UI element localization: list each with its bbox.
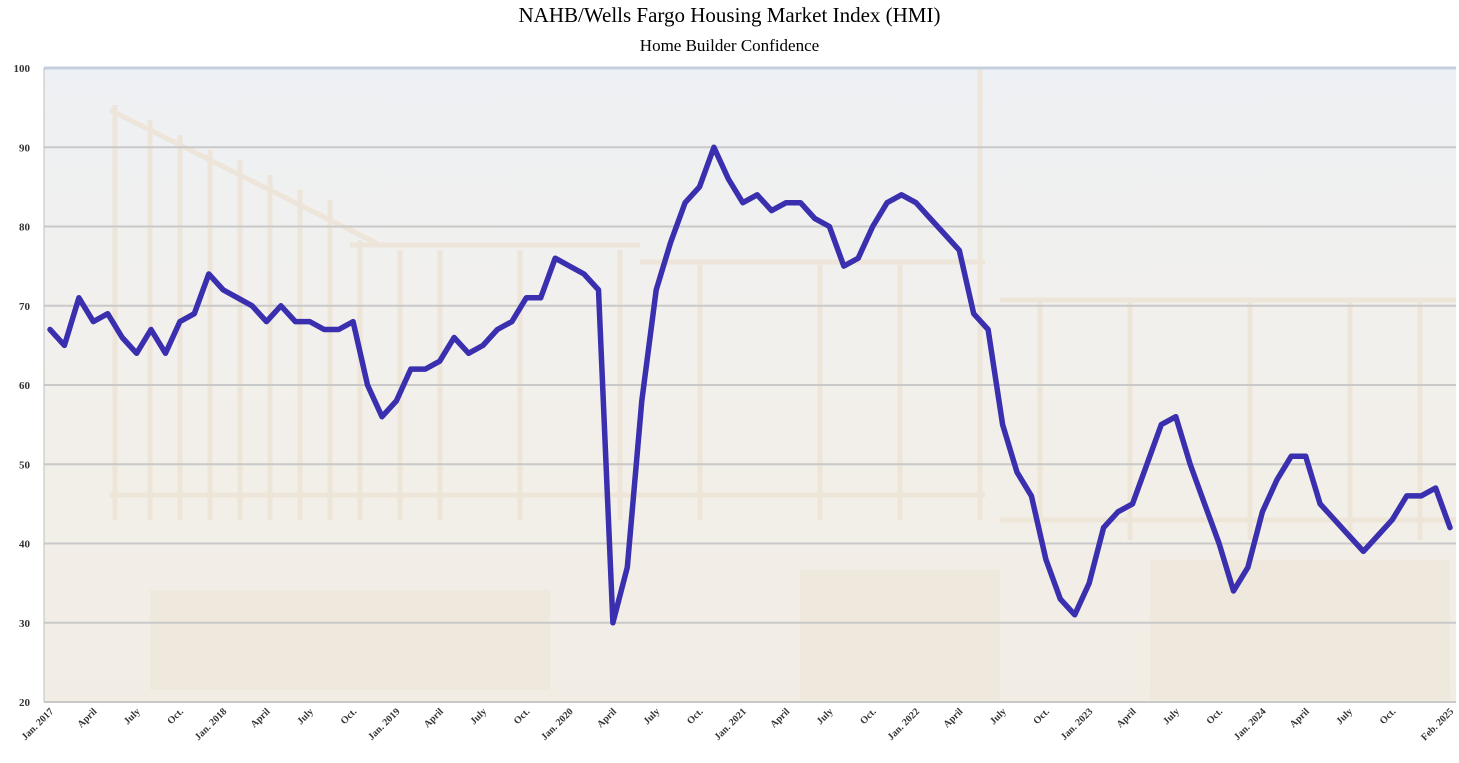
x-tick-label: Oct. xyxy=(858,706,879,727)
x-tick-label: Oct. xyxy=(165,706,186,727)
x-tick-label: Jan. 2023 xyxy=(1059,706,1095,742)
x-tick-label: April xyxy=(1288,706,1312,730)
x-tick-label: July xyxy=(642,706,663,727)
y-tick-label: 40 xyxy=(19,539,31,551)
y-tick-label: 50 xyxy=(19,459,31,471)
series-line-hmi xyxy=(47,144,1453,626)
x-tick-label: April xyxy=(942,706,966,730)
y-tick-label: 60 xyxy=(19,380,31,392)
x-tick-label: Oct. xyxy=(512,706,533,727)
x-tick-label: July xyxy=(468,706,489,727)
x-tick-label: July xyxy=(988,706,1009,727)
chart-subtitle: Home Builder Confidence xyxy=(639,36,820,55)
x-tick-label: July xyxy=(1334,706,1355,727)
x-tick-label: Oct. xyxy=(1031,706,1052,727)
x-tick-label: July xyxy=(815,706,836,727)
x-tick-label: Oct. xyxy=(339,706,360,727)
x-tick-label: July xyxy=(122,706,143,727)
chart-title: NAHB/Wells Fargo Housing Market Index (H… xyxy=(518,3,941,27)
x-tick-label: Jan. 2021 xyxy=(712,706,748,742)
y-tick-label: 90 xyxy=(19,142,31,154)
x-tick-label: Oct. xyxy=(1378,706,1399,727)
x-tick-label: April xyxy=(595,706,619,730)
x-tick-label: Oct. xyxy=(1205,706,1226,727)
y-tick-label: 20 xyxy=(19,697,31,709)
x-tick-label: April xyxy=(249,706,273,730)
x-tick-label: April xyxy=(76,706,100,730)
x-tick-label: Jan. 2017 xyxy=(20,706,56,742)
y-axis-ticks: 20 30 40 50 60 70 80 90 100 xyxy=(14,63,31,709)
y-tick-label: 80 xyxy=(19,222,31,234)
y-tick-label: 30 xyxy=(19,618,31,630)
x-tick-label: July xyxy=(295,706,316,727)
x-tick-label: July xyxy=(1161,706,1182,727)
x-tick-label: Jan. 2024 xyxy=(1232,706,1268,742)
x-tick-label: April xyxy=(422,706,446,730)
x-axis-ticks: Jan. 2017 April July Oct. Jan. 2018 April July… xyxy=(20,706,1456,743)
x-tick-label: Jan. 2020 xyxy=(539,706,575,742)
x-tick-label: Oct. xyxy=(685,706,706,727)
y-tick-label: 70 xyxy=(19,301,31,313)
x-tick-label: April xyxy=(1115,706,1139,730)
x-tick-label: April xyxy=(768,706,792,730)
x-tick-label: Jan. 2019 xyxy=(366,706,402,742)
x-tick-label: Jan. 2018 xyxy=(193,706,229,742)
x-tick-label: Jan. 2022 xyxy=(886,706,922,742)
y-tick-label: 100 xyxy=(14,63,31,75)
x-tick-label: Feb. 2025 xyxy=(1419,706,1456,743)
